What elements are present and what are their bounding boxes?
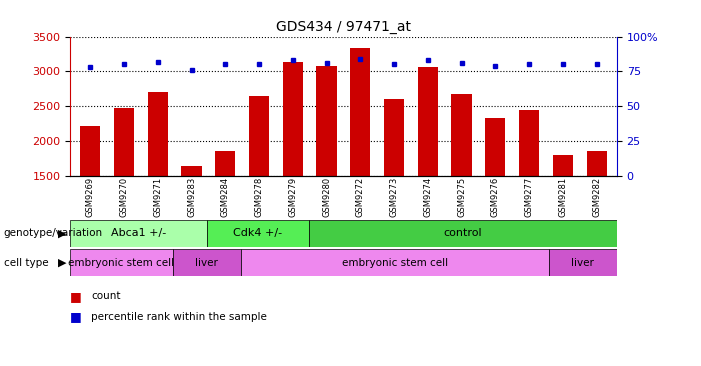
Bar: [207, 220, 309, 247]
Bar: [70, 249, 172, 276]
Bar: [587, 151, 607, 176]
Bar: [384, 99, 404, 176]
Text: liver: liver: [571, 258, 594, 268]
Bar: [215, 151, 236, 176]
Bar: [80, 126, 100, 176]
Text: embryonic stem cell: embryonic stem cell: [341, 258, 448, 268]
Text: genotype/variation: genotype/variation: [4, 228, 102, 238]
Text: Cdk4 +/-: Cdk4 +/-: [233, 228, 283, 238]
Text: Abca1 +/-: Abca1 +/-: [111, 228, 166, 238]
Bar: [485, 118, 505, 176]
Bar: [350, 48, 371, 176]
Bar: [553, 155, 573, 176]
Bar: [418, 67, 438, 176]
Bar: [182, 166, 202, 176]
Text: liver: liver: [196, 258, 218, 268]
Bar: [114, 108, 134, 176]
Bar: [148, 92, 168, 176]
Text: cell type: cell type: [4, 258, 48, 268]
Bar: [70, 220, 207, 247]
Text: embryonic stem cell: embryonic stem cell: [68, 258, 175, 268]
Title: GDS434 / 97471_at: GDS434 / 97471_at: [276, 20, 411, 34]
Bar: [519, 110, 539, 176]
Bar: [283, 62, 303, 176]
Text: count: count: [91, 291, 121, 302]
Text: control: control: [444, 228, 482, 238]
Bar: [249, 96, 269, 176]
Bar: [241, 249, 549, 276]
Bar: [549, 249, 617, 276]
Bar: [451, 94, 472, 176]
Text: percentile rank within the sample: percentile rank within the sample: [91, 311, 267, 322]
Text: ▶: ▶: [58, 228, 67, 238]
Bar: [309, 220, 617, 247]
Bar: [172, 249, 241, 276]
Bar: [316, 66, 336, 176]
Text: ■: ■: [70, 290, 82, 303]
Text: ■: ■: [70, 310, 82, 323]
Text: ▶: ▶: [58, 258, 67, 268]
